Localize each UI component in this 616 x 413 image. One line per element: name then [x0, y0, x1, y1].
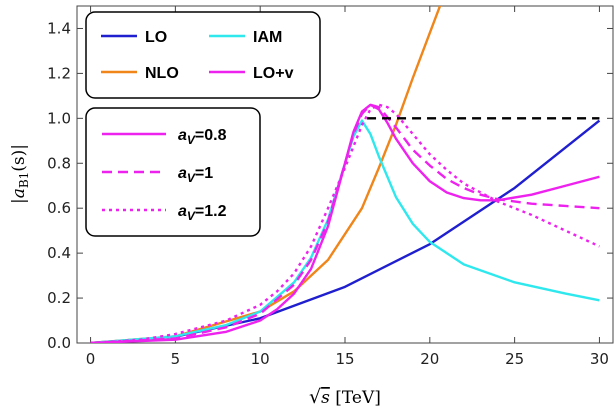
legend-params: aV=0.8 aV=1 aV=1.2 [85, 107, 261, 237]
y-tick-label: 0.4 [47, 244, 71, 262]
y-tick-label: 0.8 [47, 154, 71, 172]
series-layer [90, 6, 601, 343]
x-tick-label: 30 [590, 350, 609, 368]
y-tick-label: 0.2 [47, 289, 71, 307]
legend-top: LO IAM NLO LO+v [85, 11, 321, 99]
x-tick-label: 5 [171, 350, 181, 368]
x-tick-label: 25 [505, 350, 524, 368]
svg-text:|aB1(s)|: |aB1(s)| [9, 144, 31, 204]
legend-param-label: aV=1 [178, 165, 213, 185]
y-axis-label: |aB1(s)| [9, 144, 31, 204]
legend-label: LO [145, 29, 167, 46]
legend-label: IAM [253, 29, 282, 46]
svg-text:√s [TeV]: √s [TeV] [309, 386, 381, 408]
x-axis-label: √s [TeV] [309, 386, 381, 408]
series-line-iam [90, 119, 600, 343]
axis-ticks: 0 5 10 15 20 25 30 0.0 0.2 0.4 0.6 0.8 1.0 1.2 1.4 [47, 6, 613, 368]
series-line-lo-v-2 [90, 103, 600, 343]
series-line-nlo [90, 6, 442, 343]
y-tick-label: 0.0 [47, 334, 71, 352]
y-tick-label: 0.6 [47, 199, 71, 217]
legend-label: LO+v [253, 65, 294, 82]
y-tick-label: 1.2 [47, 64, 71, 82]
legend-top-frame [85, 11, 321, 99]
y-tick-label: 1.4 [47, 19, 71, 37]
legend-param-label: aV=1.2 [178, 203, 227, 223]
x-tick-label: 15 [335, 350, 354, 368]
x-tick-label: 10 [251, 350, 270, 368]
y-tick-label: 1.0 [47, 109, 71, 127]
x-tick-label: 20 [420, 350, 439, 368]
x-tick-label: 0 [86, 350, 96, 368]
legend-label: NLO [145, 65, 179, 82]
legend-params-frame [85, 107, 261, 237]
legend-param-label: aV=0.8 [178, 127, 227, 147]
